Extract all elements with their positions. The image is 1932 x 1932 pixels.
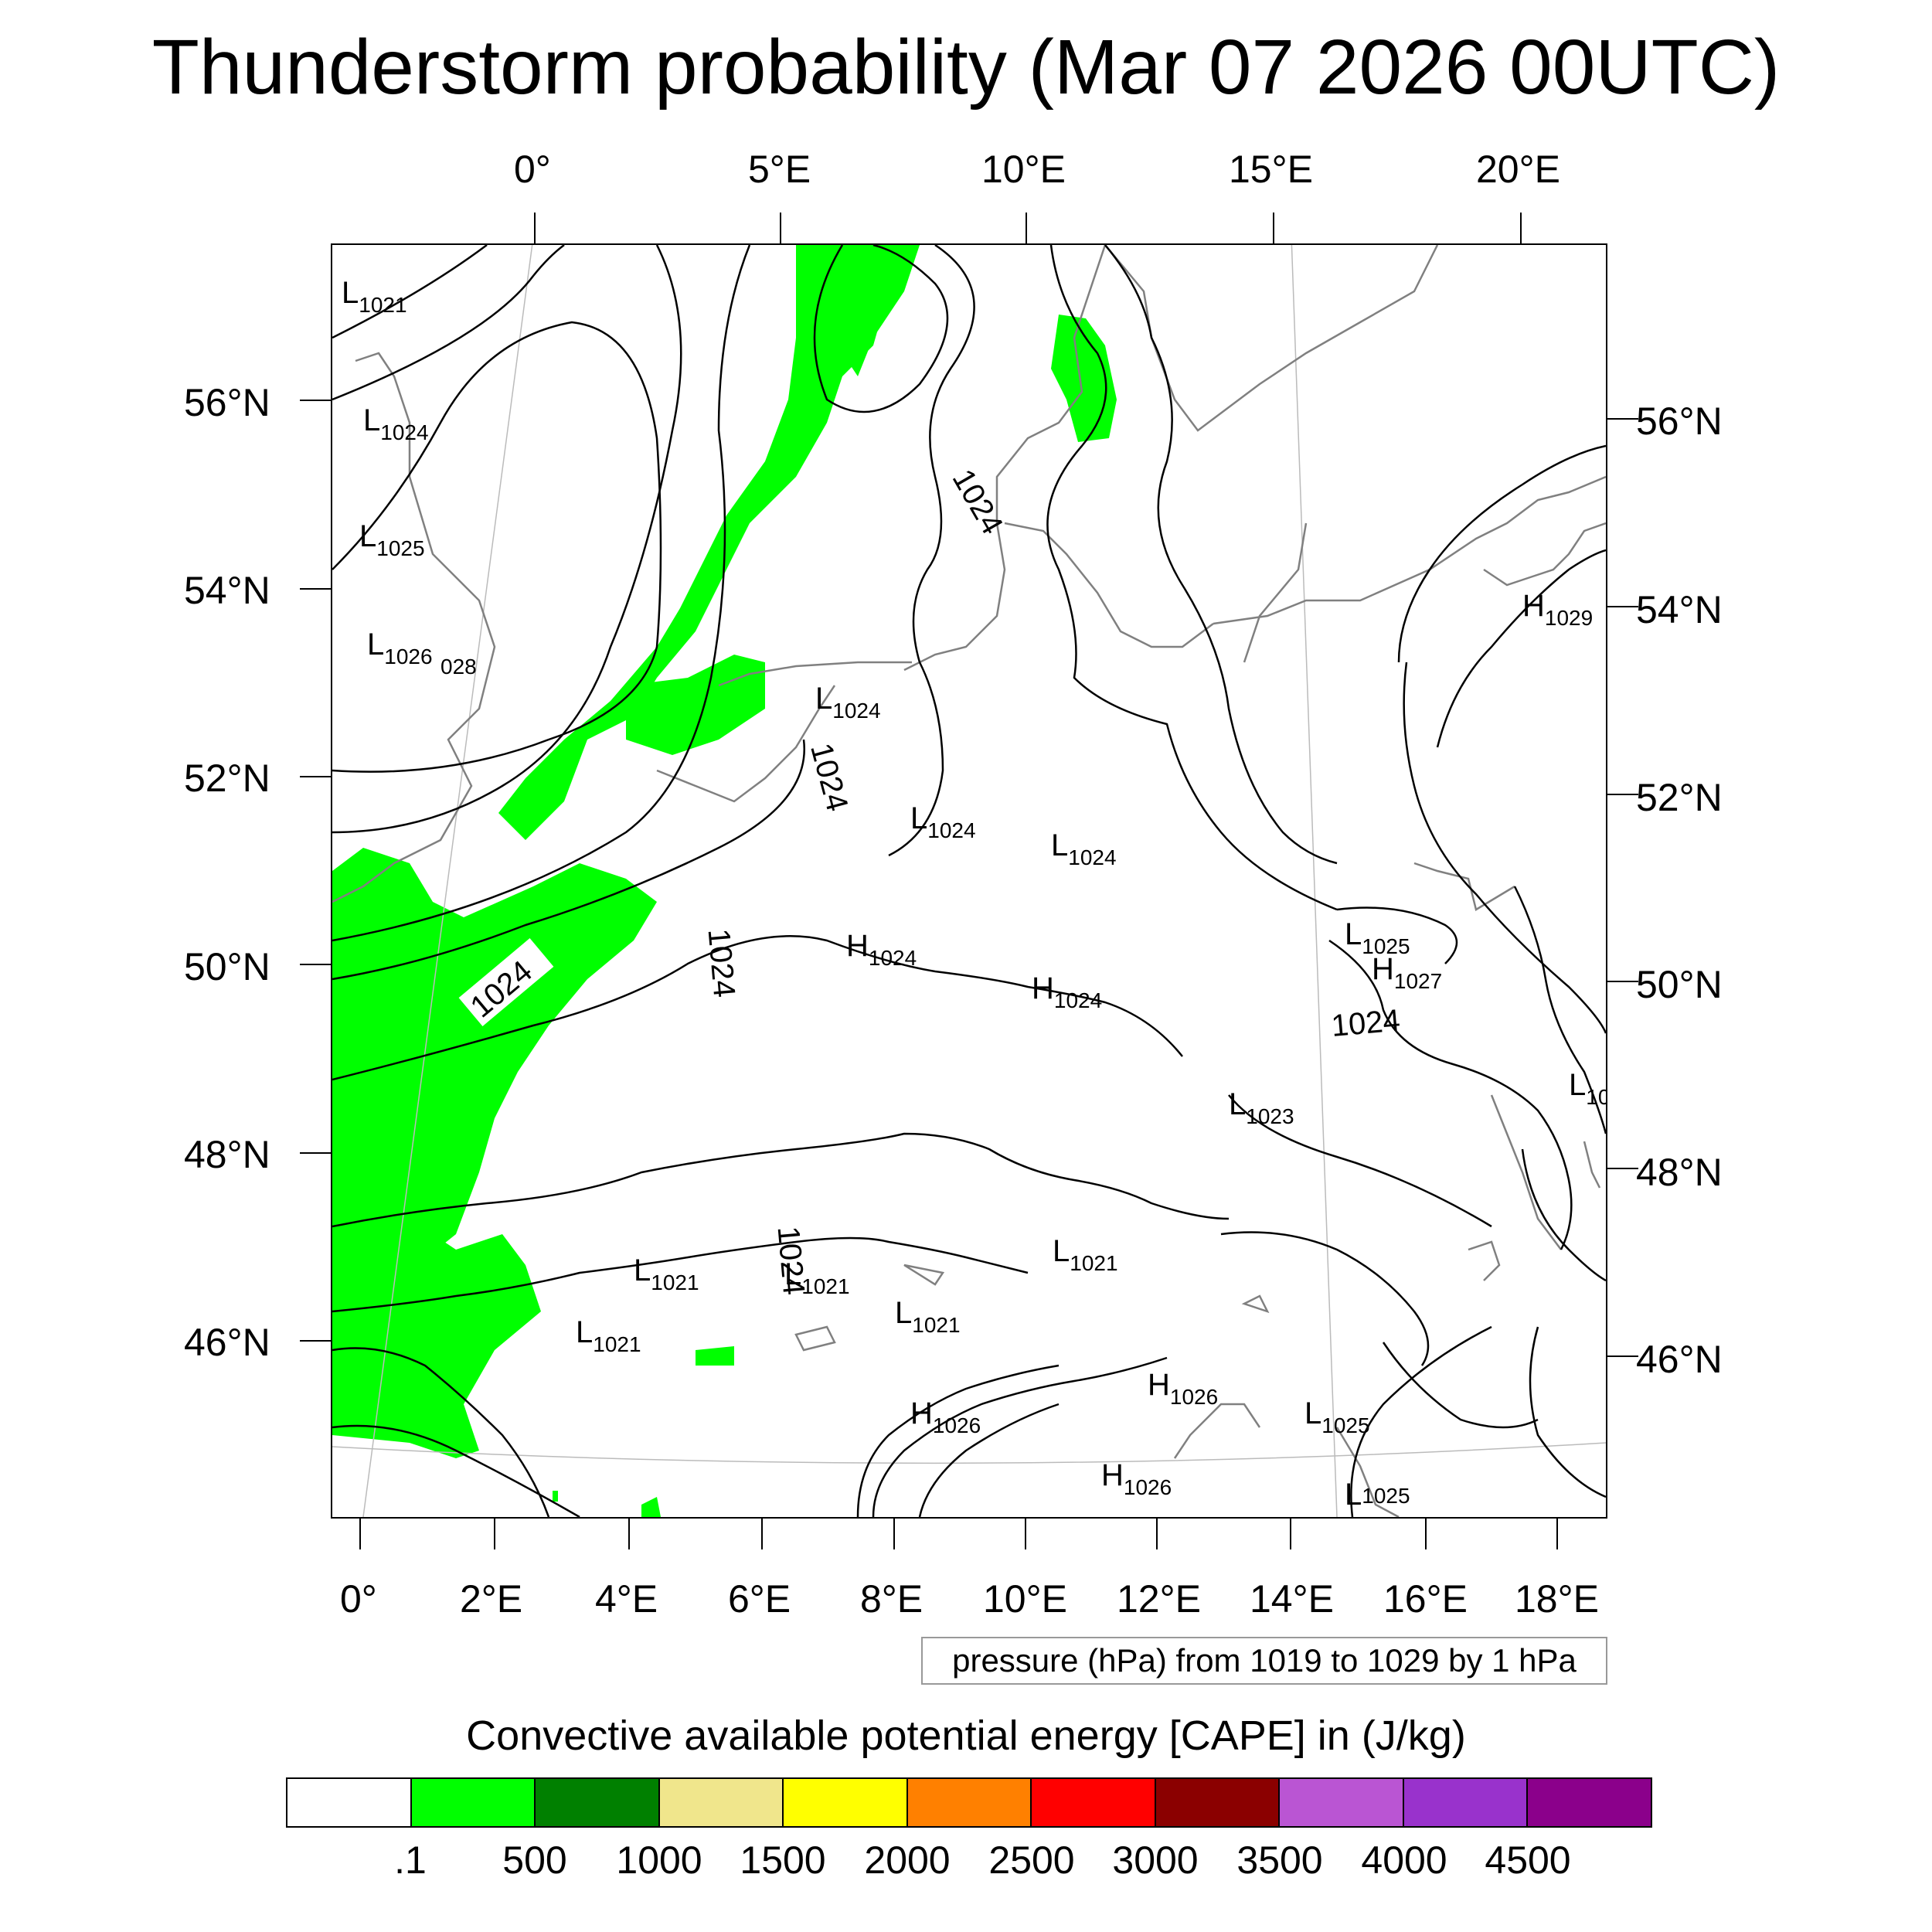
pressure-center-8: L1024: [1051, 828, 1117, 869]
bottom-lon-label-6e: 6°E: [728, 1577, 791, 1621]
pressure-center-3: L1025: [359, 519, 425, 560]
pressure-centers: L1021 L1024 L1025 L1026 028 L1024 L1024 …: [342, 276, 1606, 1512]
colorbar-swatch-2: [411, 1779, 536, 1826]
pressure-center-7: L1024: [910, 801, 976, 842]
pressure-center-6: L1024: [815, 682, 881, 723]
top-lon-label-0: 0°: [514, 148, 551, 191]
colorbar-swatch-6: [907, 1779, 1032, 1826]
bottom-lon-label-10e: 10°E: [983, 1577, 1067, 1621]
colorbar-title: Convective available potential energy [C…: [466, 1713, 1466, 1759]
left-lat-label-46n: 46°N: [184, 1321, 270, 1364]
right-lat-label-52n: 52°N: [1636, 776, 1723, 819]
cape-area-north-sea: [498, 245, 920, 840]
pressure-center-22: H1026: [1148, 1368, 1218, 1409]
colorbar-tick-10: 4500: [1485, 1838, 1571, 1882]
pressure-center-14: L10: [1569, 1068, 1606, 1109]
bottom-lon-label-18e: 18°E: [1515, 1577, 1599, 1621]
pressure-center-13: H1029: [1522, 589, 1593, 630]
right-lat-label-54n: 54°N: [1636, 588, 1723, 631]
right-lat-label-46n: 46°N: [1636, 1338, 1723, 1381]
pressure-center-9: H1024: [846, 929, 917, 970]
top-lon-label-5e: 5°E: [748, 148, 811, 191]
colorbar-swatch-5: [784, 1779, 908, 1826]
bottom-lon-label-8e: 8°E: [860, 1577, 923, 1621]
pressure-center-20: L1021: [1053, 1234, 1118, 1275]
contour-info-box: pressure (hPa) from 1019 to 1029 by 1 hP…: [921, 1637, 1607, 1685]
map-panel[interactable]: 1024 1024 1024 1024 1024 1024 L1021 L102…: [331, 243, 1607, 1519]
colorbar-tick-2: 500: [502, 1838, 567, 1882]
pressure-center-24: L1025: [1304, 1396, 1370, 1437]
colorbar-tick-4: 1500: [740, 1838, 826, 1882]
pressure-center-18: L1021: [576, 1315, 641, 1356]
contour-label-2: 1024: [946, 464, 1010, 540]
graticule: [332, 245, 1606, 1517]
colorbar-swatch-9: [1280, 1779, 1404, 1826]
contour-label-5: 1024: [1330, 1003, 1401, 1043]
left-lat-label-52n: 52°N: [184, 757, 270, 800]
left-lat-label-56n: 56°N: [184, 381, 270, 424]
colorbar-swatch-4: [659, 1779, 784, 1826]
cape-area-small: [696, 1346, 734, 1366]
coastlines: [332, 245, 1606, 1517]
colorbar-tick-9: 4000: [1361, 1838, 1447, 1882]
pressure-center-12: H1027: [1372, 952, 1442, 993]
cape-area-netherlands: [626, 655, 765, 755]
pressure-center-16: L1021: [634, 1253, 699, 1294]
right-lat-label-48n: 48°N: [1636, 1151, 1723, 1194]
pressure-center-17: L1021: [784, 1257, 850, 1298]
colorbar-swatch-7: [1032, 1779, 1156, 1826]
colorbar-swatch-3: [536, 1779, 660, 1826]
colorbar-tick-3: 1000: [616, 1838, 702, 1882]
colorbar-swatch-10: [1403, 1779, 1529, 1826]
pressure-center-10: H1024: [1032, 971, 1102, 1012]
map-canvas: 1024 1024 1024 1024 1024 1024 L1021 L102…: [332, 245, 1606, 1517]
colorbar-swatch-1: [287, 1779, 412, 1826]
colorbar-tick-5: 2000: [864, 1838, 951, 1882]
contour-label-4: 1024: [702, 927, 742, 998]
bottom-lon-label-14e: 14°E: [1250, 1577, 1334, 1621]
cape-area-norway-coast: [835, 245, 920, 376]
isobars: [332, 245, 1606, 1517]
colorbar-swatch-11: [1528, 1779, 1651, 1826]
bottom-lon-label-16e: 16°E: [1383, 1577, 1468, 1621]
left-lat-label-54n: 54°N: [184, 569, 270, 612]
bottom-lon-label-12e: 12°E: [1117, 1577, 1201, 1621]
cape-area-france: [332, 848, 657, 1265]
chart-title: Thunderstorm probability (Mar 07 2026 00…: [151, 24, 1781, 111]
contour-label-3: 1024: [804, 740, 855, 815]
colorbar: [286, 1777, 1652, 1828]
pressure-center-4: L1026: [367, 628, 433, 668]
cape-area-tiny2: [553, 1491, 558, 1502]
top-lon-label-20e: 20°E: [1476, 148, 1560, 191]
pressure-center-21: H1026: [910, 1396, 981, 1437]
pressure-center-5: 028: [440, 655, 477, 679]
colorbar-tick-6: 2500: [988, 1838, 1075, 1882]
top-lon-label-15e: 15°E: [1229, 148, 1313, 191]
pressure-center-1: L1021: [342, 276, 407, 317]
colorbar-tick-1: .1: [394, 1838, 427, 1882]
pressure-center-11: L1025: [1345, 917, 1410, 958]
right-lat-label-50n: 50°N: [1636, 963, 1723, 1006]
cape-area-tiny1: [641, 1497, 661, 1517]
left-lat-label-48n: 48°N: [184, 1133, 270, 1176]
cape-area-denmark: [1051, 315, 1117, 442]
colorbar-tick-7: 3000: [1112, 1838, 1199, 1882]
cape-area-fill: [332, 245, 1117, 1517]
bottom-lon-label-4e: 4°E: [595, 1577, 658, 1621]
bottom-lon-label-2e: 2°E: [460, 1577, 523, 1621]
pressure-center-23: H1026: [1101, 1458, 1172, 1499]
pressure-center-2: L1024: [363, 403, 429, 444]
colorbar-tick-8: 3500: [1236, 1838, 1323, 1882]
left-lat-label-50n: 50°N: [184, 945, 270, 988]
pressure-center-19: L1021: [895, 1296, 961, 1337]
pressure-center-25: L1025: [1345, 1478, 1410, 1512]
pressure-center-15: L1023: [1229, 1087, 1294, 1128]
right-lat-label-56n: 56°N: [1636, 400, 1723, 443]
bottom-lon-label-0: 0°: [340, 1577, 377, 1621]
contour-label-6: 1024: [771, 1225, 811, 1296]
colorbar-swatch-8: [1155, 1779, 1281, 1826]
top-lon-label-10e: 10°E: [981, 148, 1066, 191]
